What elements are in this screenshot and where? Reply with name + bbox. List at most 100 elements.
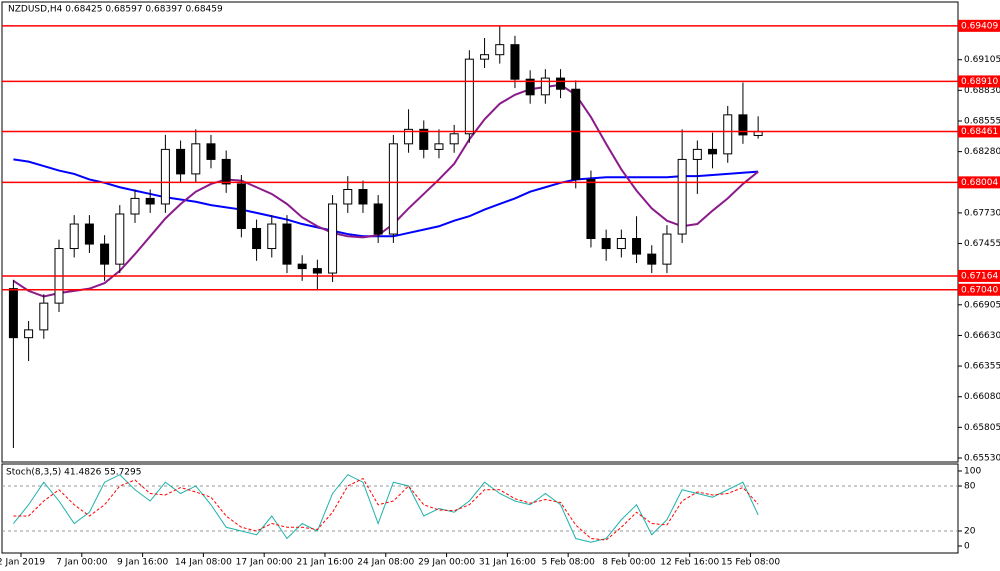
candle-body bbox=[100, 243, 110, 265]
candle-body bbox=[8, 288, 18, 339]
candle-body bbox=[358, 188, 368, 205]
level-label-bg bbox=[958, 283, 1000, 296]
y-tick-label: 100 bbox=[964, 466, 981, 476]
candle-body bbox=[723, 114, 733, 155]
candle-body bbox=[601, 238, 611, 250]
y-tick-label: 0.68830 bbox=[964, 86, 1000, 96]
candle-body bbox=[692, 148, 702, 160]
y-tick-label: 20 bbox=[964, 527, 976, 537]
stoch-line bbox=[13, 474, 759, 543]
y-tick-label: 0.67455 bbox=[964, 239, 1000, 249]
moving-average bbox=[12, 83, 759, 298]
level-label: 0.68461 bbox=[961, 127, 998, 137]
candle-body bbox=[191, 143, 201, 175]
moving-average bbox=[13, 158, 759, 238]
y-tick-label: 0 bbox=[964, 542, 970, 552]
candle-body bbox=[267, 223, 277, 250]
x-tick-label: 14 Jan 08:00 bbox=[175, 558, 232, 568]
y-tick-label: 0.66080 bbox=[964, 392, 1000, 402]
candle-body bbox=[556, 77, 566, 90]
candle-body bbox=[312, 268, 322, 274]
x-tick-label: 9 Jan 16:00 bbox=[117, 558, 169, 568]
candle-body bbox=[24, 329, 34, 339]
candle-body bbox=[373, 203, 383, 235]
y-tick-label: 0.67730 bbox=[964, 208, 1000, 218]
candle-body bbox=[130, 197, 140, 215]
candle-body bbox=[145, 197, 155, 205]
candle-body bbox=[677, 158, 687, 235]
level-label: 0.68004 bbox=[961, 178, 998, 188]
candle-body bbox=[449, 133, 459, 145]
y-tick-label: 0.68280 bbox=[964, 147, 1000, 157]
candle-body bbox=[236, 183, 246, 229]
candle-body bbox=[160, 148, 170, 205]
candle-body bbox=[616, 238, 626, 250]
candle-body bbox=[480, 54, 490, 60]
candle-body bbox=[708, 148, 718, 155]
level-label-bg bbox=[958, 176, 1000, 189]
x-tick-label: 5 Feb 08:00 bbox=[541, 558, 595, 568]
level-label-bg bbox=[958, 269, 1000, 282]
level-label-bg bbox=[958, 75, 1000, 88]
y-tick-label: 0.66630 bbox=[964, 331, 1000, 341]
candle-body bbox=[388, 143, 398, 235]
x-tick-label: 17 Jan 00:00 bbox=[236, 558, 293, 568]
price-panel-frame bbox=[1, 1, 959, 463]
candle-body bbox=[69, 223, 79, 250]
candle-body bbox=[328, 203, 338, 274]
candle-body bbox=[464, 58, 474, 135]
candle-body bbox=[176, 148, 186, 175]
y-tick-label: 0.65805 bbox=[964, 423, 1000, 433]
candle-body bbox=[540, 77, 550, 96]
y-tick-label: 0.69105 bbox=[964, 55, 1000, 65]
y-tick-label: 80 bbox=[964, 481, 976, 491]
y-tick-label: 0.68555 bbox=[964, 116, 1000, 126]
candle-body bbox=[632, 238, 642, 255]
x-tick-label: 2 Jan 2019 bbox=[0, 558, 45, 568]
x-tick-label: 24 Jan 08:00 bbox=[357, 558, 414, 568]
stoch-line bbox=[13, 477, 759, 541]
candle-body bbox=[738, 114, 748, 136]
candle-body bbox=[434, 143, 444, 150]
x-tick-label: 29 Jan 00:00 bbox=[418, 558, 475, 568]
y-tick-label: 0.66905 bbox=[964, 300, 1000, 310]
x-tick-label: 12 Feb 16:00 bbox=[660, 558, 719, 568]
candle-body bbox=[753, 131, 763, 136]
x-tick-label: 15 Feb 08:00 bbox=[721, 558, 780, 568]
candle-body bbox=[115, 213, 125, 265]
level-label-bg bbox=[958, 125, 1000, 138]
candle-body bbox=[39, 302, 49, 331]
candle-body bbox=[84, 223, 94, 245]
x-tick-label: 21 Jan 16:00 bbox=[296, 558, 353, 568]
candle-body bbox=[221, 158, 231, 185]
candle-body bbox=[419, 128, 429, 150]
x-tick-label: 7 Jan 00:00 bbox=[56, 558, 108, 568]
candle-body bbox=[586, 178, 596, 240]
candle-body bbox=[510, 44, 520, 80]
candle-body bbox=[647, 253, 657, 265]
level-label: 0.67164 bbox=[961, 271, 998, 281]
y-tick-label: 0.66355 bbox=[964, 362, 1000, 372]
candle-body bbox=[404, 128, 414, 145]
candle-body bbox=[343, 188, 353, 205]
candle-body bbox=[282, 223, 292, 265]
candle-body bbox=[206, 143, 216, 160]
x-tick-label: 8 Feb 00:00 bbox=[602, 558, 656, 568]
x-tick-label: 31 Jan 16:00 bbox=[479, 558, 536, 568]
candle-body bbox=[252, 227, 262, 250]
candle-body bbox=[297, 263, 307, 270]
y-tick-label: 0.65530 bbox=[964, 453, 1000, 463]
level-label: 0.67040 bbox=[961, 285, 998, 295]
candle-body bbox=[525, 78, 535, 96]
level-label: 0.69409 bbox=[961, 21, 998, 31]
level-label: 0.68910 bbox=[961, 77, 998, 87]
chart-title: NZDUSD,H4 0.68425 0.68597 0.68397 0.6845… bbox=[8, 5, 223, 15]
candle-body bbox=[571, 88, 581, 180]
level-label-bg bbox=[958, 19, 1000, 32]
stoch-panel-frame bbox=[1, 463, 959, 554]
candle-body bbox=[495, 44, 505, 56]
indicator-title: Stoch(8,3,5) 41.4826 55.7295 bbox=[6, 468, 141, 478]
candle-body bbox=[662, 233, 672, 265]
